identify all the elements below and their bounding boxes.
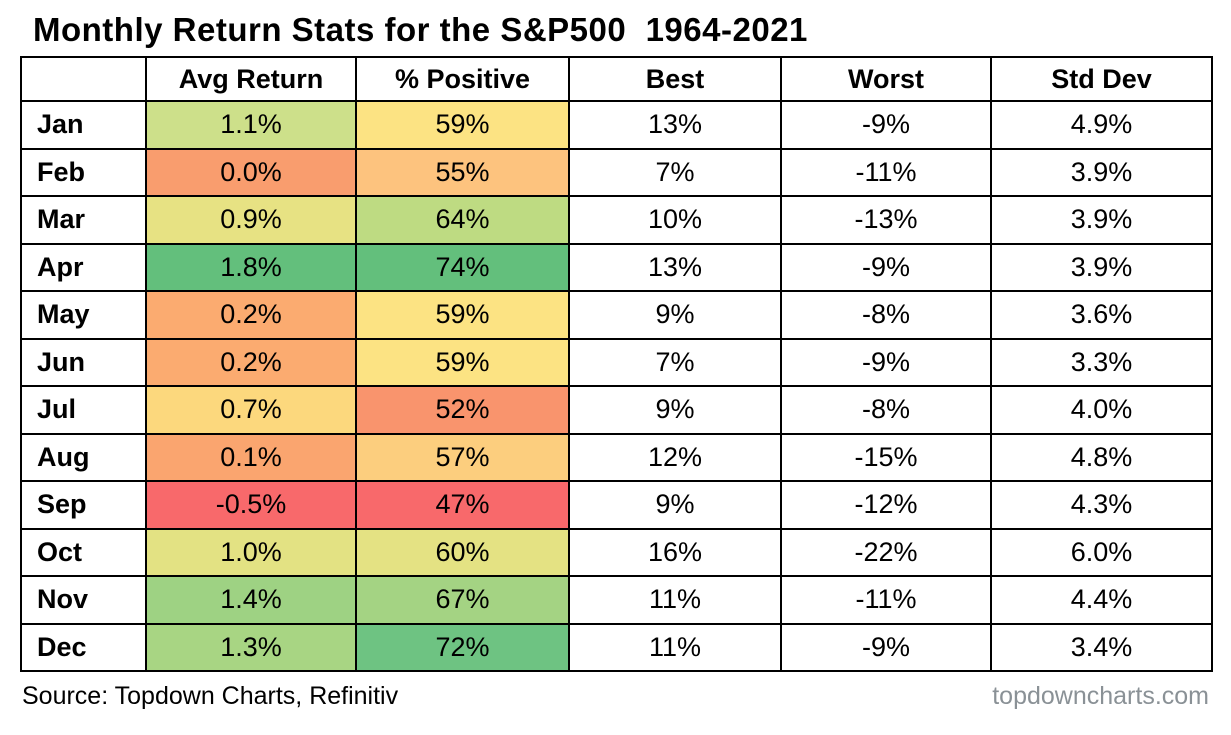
worst-cell: -8% xyxy=(780,385,992,435)
month-cell: Jun xyxy=(20,337,147,387)
header-row: Avg Return % Positive Best Worst Std Dev xyxy=(20,56,1213,102)
avg-return-cell: 0.2% xyxy=(145,290,357,340)
avg-return-cell: -0.5% xyxy=(145,480,357,530)
percent-positive-cell: 67% xyxy=(355,575,570,625)
worst-cell: -13% xyxy=(780,195,992,245)
table-row: Sep -0.5% 47% 9% -12% 4.3% xyxy=(20,480,1213,530)
header-month xyxy=(20,56,147,102)
avg-return-cell: 1.0% xyxy=(145,527,357,577)
std-dev-cell: 4.4% xyxy=(990,575,1213,625)
table-row: Oct 1.0% 60% 16% -22% 6.0% xyxy=(20,527,1213,577)
header-std-dev: Std Dev xyxy=(990,56,1213,102)
worst-cell: -12% xyxy=(780,480,992,530)
std-dev-cell: 4.9% xyxy=(990,100,1213,150)
table-row: May 0.2% 59% 9% -8% 3.6% xyxy=(20,290,1213,340)
avg-return-cell: 0.1% xyxy=(145,432,357,482)
month-cell: Dec xyxy=(20,622,147,672)
month-cell: Nov xyxy=(20,575,147,625)
avg-return-cell: 1.4% xyxy=(145,575,357,625)
avg-return-cell: 0.7% xyxy=(145,385,357,435)
best-cell: 7% xyxy=(568,337,782,387)
percent-positive-cell: 64% xyxy=(355,195,570,245)
std-dev-cell: 3.9% xyxy=(990,195,1213,245)
best-cell: 7% xyxy=(568,147,782,197)
std-dev-cell: 3.3% xyxy=(990,337,1213,387)
footer: Source: Topdown Charts, Refinitiv topdow… xyxy=(22,682,1209,711)
std-dev-cell: 4.0% xyxy=(990,385,1213,435)
table-row: Aug 0.1% 57% 12% -15% 4.8% xyxy=(20,432,1213,482)
month-cell: May xyxy=(20,290,147,340)
percent-positive-cell: 60% xyxy=(355,527,570,577)
std-dev-cell: 3.6% xyxy=(990,290,1213,340)
std-dev-cell: 3.9% xyxy=(990,242,1213,292)
best-cell: 10% xyxy=(568,195,782,245)
source-text: Source: Topdown Charts, Refinitiv xyxy=(22,682,399,710)
worst-cell: -9% xyxy=(780,242,992,292)
worst-cell: -15% xyxy=(780,432,992,482)
month-cell: Apr xyxy=(20,242,147,292)
header-percent-positive: % Positive xyxy=(355,56,570,102)
worst-cell: -8% xyxy=(780,290,992,340)
std-dev-cell: 3.9% xyxy=(990,147,1213,197)
percent-positive-cell: 59% xyxy=(355,290,570,340)
best-cell: 9% xyxy=(568,480,782,530)
avg-return-cell: 0.2% xyxy=(145,337,357,387)
table-row: Jul 0.7% 52% 9% -8% 4.0% xyxy=(20,385,1213,435)
best-cell: 16% xyxy=(568,527,782,577)
percent-positive-cell: 55% xyxy=(355,147,570,197)
table-row: Jun 0.2% 59% 7% -9% 3.3% xyxy=(20,337,1213,387)
avg-return-cell: 1.1% xyxy=(145,100,357,150)
percent-positive-cell: 59% xyxy=(355,337,570,387)
std-dev-cell: 4.8% xyxy=(990,432,1213,482)
month-cell: Jan xyxy=(20,100,147,150)
worst-cell: -11% xyxy=(780,575,992,625)
std-dev-cell: 6.0% xyxy=(990,527,1213,577)
month-cell: Feb xyxy=(20,147,147,197)
worst-cell: -22% xyxy=(780,527,992,577)
percent-positive-cell: 52% xyxy=(355,385,570,435)
month-cell: Sep xyxy=(20,480,147,530)
month-cell: Jul xyxy=(20,385,147,435)
percent-positive-cell: 59% xyxy=(355,100,570,150)
std-dev-cell: 4.3% xyxy=(990,480,1213,530)
percent-positive-cell: 47% xyxy=(355,480,570,530)
best-cell: 9% xyxy=(568,290,782,340)
month-cell: Aug xyxy=(20,432,147,482)
table-row: Dec 1.3% 72% 11% -9% 3.4% xyxy=(20,622,1213,672)
percent-positive-cell: 57% xyxy=(355,432,570,482)
worst-cell: -11% xyxy=(780,147,992,197)
table-row: Jan 1.1% 59% 13% -9% 4.9% xyxy=(20,100,1213,150)
best-cell: 12% xyxy=(568,432,782,482)
table-row: Apr 1.8% 74% 13% -9% 3.9% xyxy=(20,242,1213,292)
worst-cell: -9% xyxy=(780,622,992,672)
month-cell: Mar xyxy=(20,195,147,245)
best-cell: 11% xyxy=(568,622,782,672)
month-cell: Oct xyxy=(20,527,147,577)
percent-positive-cell: 74% xyxy=(355,242,570,292)
header-best: Best xyxy=(568,56,782,102)
percent-positive-cell: 72% xyxy=(355,622,570,672)
std-dev-cell: 3.4% xyxy=(990,622,1213,672)
header-avg-return: Avg Return xyxy=(145,56,357,102)
worst-cell: -9% xyxy=(780,337,992,387)
header-worst: Worst xyxy=(780,56,992,102)
avg-return-cell: 0.0% xyxy=(145,147,357,197)
avg-return-cell: 1.3% xyxy=(145,622,357,672)
table-row: Nov 1.4% 67% 11% -11% 4.4% xyxy=(20,575,1213,625)
website-text: topdowncharts.com xyxy=(992,682,1209,710)
best-cell: 13% xyxy=(568,100,782,150)
table-row: Feb 0.0% 55% 7% -11% 3.9% xyxy=(20,147,1213,197)
best-cell: 13% xyxy=(568,242,782,292)
best-cell: 9% xyxy=(568,385,782,435)
table-body: Jan 1.1% 59% 13% -9% 4.9% Feb 0.0% 55% 7% -11% 3.9%… xyxy=(20,100,1213,672)
best-cell: 11% xyxy=(568,575,782,625)
avg-return-cell: 1.8% xyxy=(145,242,357,292)
page-title: Monthly Return Stats for the S&P500 1964… xyxy=(33,11,808,48)
table-row: Mar 0.9% 64% 10% -13% 3.9% xyxy=(20,195,1213,245)
monthly-return-stats-table: Avg Return % Positive Best Worst Std Dev… xyxy=(20,56,1213,672)
worst-cell: -9% xyxy=(780,100,992,150)
avg-return-cell: 0.9% xyxy=(145,195,357,245)
